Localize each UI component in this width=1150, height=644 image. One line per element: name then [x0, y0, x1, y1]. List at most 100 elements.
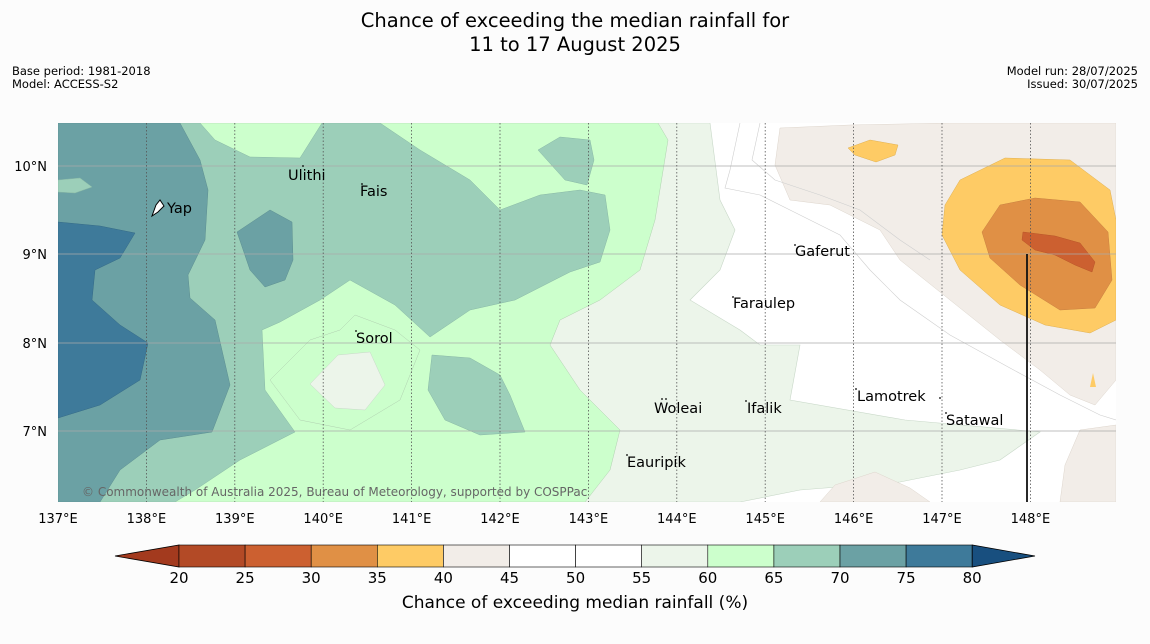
marker-woleai — [661, 398, 663, 400]
place-fais: Fais — [360, 184, 387, 200]
chart-title: Chance of exceeding the median rainfall … — [0, 9, 1150, 57]
lat-label-7: 7°N — [23, 425, 48, 440]
colorbar — [114, 544, 1036, 568]
model-name: Model: ACCESS-S2 — [12, 77, 119, 91]
place-yap: Yap — [166, 201, 192, 217]
meta-left: Base period: 1981-2018 Model: ACCESS-S2 — [12, 65, 151, 91]
colorbar-tick-60: 60 — [698, 569, 717, 587]
colorbar-segment-2 — [310, 544, 378, 568]
colorbar-tick-35: 35 — [368, 569, 387, 587]
lon-label-5: 142°E — [480, 512, 520, 527]
colorbar-extend-low — [114, 544, 180, 568]
colorbar-segment-3 — [376, 544, 444, 568]
lon-label-3: 140°E — [303, 512, 343, 527]
colorbar-tick-50: 50 — [566, 569, 585, 587]
colorbar-tick-40: 40 — [434, 569, 453, 587]
marker-eauripik — [626, 454, 628, 456]
colorbar-tick-75: 75 — [897, 569, 916, 587]
colorbar-segment-6 — [575, 544, 642, 568]
lon-label-11: 148°E — [1011, 512, 1051, 527]
lon-label-9: 146°E — [834, 512, 874, 527]
colorbar-tick-65: 65 — [764, 569, 783, 587]
contour-35-40-tiny — [1090, 373, 1096, 387]
marker-ulithi — [302, 165, 304, 167]
lon-label-7: 144°E — [657, 512, 697, 527]
colorbar-tick-25: 25 — [236, 569, 255, 587]
lon-label-8: 145°E — [745, 512, 785, 527]
contour-40-45-right — [1059, 424, 1116, 502]
marker-lamotrek — [855, 388, 857, 390]
contour-65-70-c — [427, 354, 526, 436]
colorbar-tick-20: 20 — [169, 569, 188, 587]
colorbar-tick-45: 45 — [500, 569, 519, 587]
contour-65-70-b — [537, 136, 595, 186]
place-labels: Ulithi Fais Yap Gaferut Faraulep Sorol L… — [166, 168, 1003, 471]
colorbar-tick-55: 55 — [632, 569, 651, 587]
place-satawal: Satawal — [946, 413, 1003, 429]
issued-date: Issued: 30/07/2025 — [1027, 77, 1138, 91]
place-sorol: Sorol — [356, 331, 393, 347]
marker-ifalik — [745, 400, 747, 402]
base-period: Base period: 1981-2018 — [12, 64, 151, 78]
place-ulithi: Ulithi — [288, 168, 326, 184]
model-run: Model run: 28/07/2025 — [1006, 64, 1138, 78]
meta-right: Model run: 28/07/2025 Issued: 30/07/2025 — [1007, 65, 1138, 91]
lat-label-8: 8°N — [23, 337, 48, 352]
colorbar-segment-4 — [443, 544, 510, 568]
colorbar-segment-8 — [707, 544, 775, 568]
colorbar-segment-11 — [905, 544, 973, 568]
contour-layer — [58, 123, 1116, 502]
colorbar-segment-7 — [641, 544, 709, 568]
place-markers — [302, 165, 947, 456]
contour-75-80 — [58, 221, 149, 419]
colorbar-tick-70: 70 — [830, 569, 849, 587]
lon-label-1: 138°E — [127, 512, 167, 527]
contour-line-b — [751, 123, 931, 261]
place-woleai: Woleai — [654, 401, 702, 417]
title-line-1: Chance of exceeding the median rainfall … — [360, 9, 790, 32]
marker-sorol — [355, 330, 357, 332]
colorbar-tick-30: 30 — [302, 569, 321, 587]
colorbar-segment-1 — [244, 544, 312, 568]
marker-satawal — [945, 412, 947, 414]
lon-label-0: 137°E — [38, 512, 78, 527]
graticule — [58, 123, 1116, 502]
copyright-notice: © Commonwealth of Australia 2025, Bureau… — [82, 485, 587, 499]
place-faraulep: Faraulep — [733, 296, 795, 312]
colorbar-segment-9 — [773, 544, 841, 568]
marker-faraulep — [732, 296, 734, 298]
marker-woleai-2 — [665, 398, 667, 400]
lat-label-10: 10°N — [14, 160, 47, 175]
lon-label-4: 141°E — [392, 512, 432, 527]
place-gaferut: Gaferut — [795, 244, 850, 260]
colorbar-ticks: 20 25 30 35 40 45 50 55 60 65 70 75 80 — [169, 569, 981, 587]
lon-label-10: 147°E — [922, 512, 962, 527]
yap-island-shape — [151, 199, 165, 218]
contour-40-45-bottom — [819, 471, 931, 502]
contour-70-75-b — [236, 209, 294, 288]
place-ifalik: Ifalik — [747, 401, 782, 417]
colorbar-tick-80: 80 — [963, 569, 982, 587]
place-eauripik: Eauripik — [627, 455, 686, 471]
contour-65-70-topleft — [58, 177, 93, 194]
colorbar-extend-high — [971, 544, 1036, 568]
marker-fais — [361, 183, 363, 185]
contour-35-40-small — [847, 139, 899, 163]
title-line-2: 11 to 17 August 2025 — [469, 33, 681, 56]
colorbar-label: Chance of exceeding median rainfall (%) — [401, 593, 749, 613]
contour-25-30 — [1021, 231, 1096, 273]
place-lamotrek: Lamotrek — [857, 389, 926, 405]
contour-70-75 — [58, 123, 231, 502]
colorbar-segment-5 — [509, 544, 576, 568]
lon-label-2: 139°E — [215, 512, 255, 527]
colorbar-segment-10 — [839, 544, 907, 568]
marker-satawal-2 — [939, 397, 941, 399]
marker-gaferut — [794, 244, 796, 246]
contour-line-a — [724, 123, 1116, 421]
longitude-labels: 137°E 138°E 139°E 140°E 141°E 142°E 143°E 144°E… — [38, 512, 1050, 527]
lon-label-6: 143°E — [569, 512, 609, 527]
contour-55-60-island — [309, 351, 386, 411]
lat-label-9: 9°N — [23, 248, 48, 263]
latitude-labels: 10°N 9°N 8°N 7°N — [14, 160, 47, 440]
